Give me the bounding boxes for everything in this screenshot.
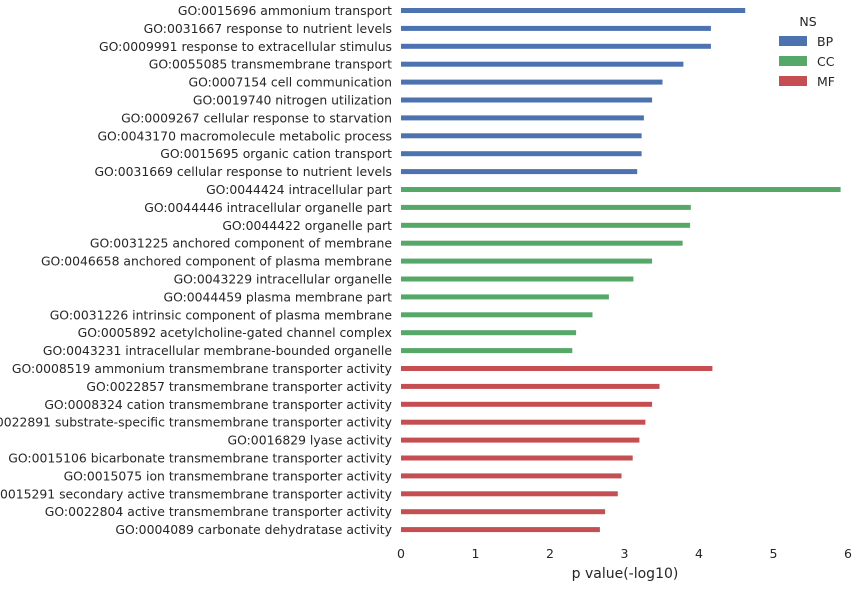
bar-bp — [401, 61, 684, 67]
category-label: GO:0004089 carbonate dehydratase activit… — [115, 522, 392, 537]
bar-cc — [401, 294, 609, 300]
x-axis-label: p value(-log10) — [572, 566, 679, 582]
category-label: GO:0031667 response to nutrient levels — [144, 21, 392, 36]
bar-mf — [401, 401, 653, 407]
bar-mf — [401, 473, 622, 479]
bar-mf — [401, 437, 640, 443]
bar-bp — [401, 151, 642, 157]
x-tick-label: 4 — [695, 546, 703, 561]
category-label: GO:0015696 ammonium transport — [178, 3, 392, 18]
category-label: GO:0008519 ammonium transmembrane transp… — [12, 361, 392, 376]
x-tick-label: 2 — [546, 546, 554, 561]
category-label: GO:0008324 cation transmembrane transpor… — [44, 397, 392, 412]
legend-swatch-cc — [779, 56, 807, 66]
bar-mf — [401, 527, 600, 533]
bar-bp — [401, 8, 746, 13]
category-label: GO:0031225 anchored component of membran… — [90, 236, 392, 251]
bar-bp — [401, 43, 711, 49]
category-label: GO:0015695 organic cation transport — [160, 146, 392, 161]
legend-label-cc: CC — [817, 54, 835, 69]
legend-label-bp: BP — [817, 34, 834, 49]
bar-cc — [401, 348, 573, 354]
bar-cc — [401, 222, 691, 228]
bar-bp — [401, 169, 638, 175]
x-tick-label: 3 — [621, 546, 629, 561]
bar-cc — [401, 312, 593, 318]
bar-bp — [401, 97, 653, 103]
legend-swatch-mf — [779, 76, 807, 86]
bar-bp — [401, 79, 663, 85]
category-label: GO:0044424 intracellular part — [206, 182, 392, 197]
category-label: GO:0031226 intrinsic component of plasma… — [50, 307, 392, 322]
x-tick-label: 0 — [397, 546, 405, 561]
category-label: GO:0043229 intracellular organelle — [174, 272, 392, 287]
category-label: GO:0015291 secondary active transmembran… — [0, 486, 392, 501]
bar-mf — [401, 509, 606, 515]
x-tick-label: 5 — [770, 546, 778, 561]
bar-bp — [401, 115, 644, 121]
bars-layer — [401, 8, 841, 533]
bar-cc — [401, 240, 683, 246]
bar-mf — [401, 383, 660, 389]
category-labels-layer: GO:0015696 ammonium transport GO:0031667 … — [0, 3, 392, 537]
bar-cc — [401, 204, 691, 210]
bar-mf — [401, 491, 618, 497]
category-label: GO:0016829 lyase activity — [228, 433, 393, 448]
category-label: GO:0044422 organelle part — [222, 218, 392, 233]
legend-title: NS — [799, 14, 816, 29]
category-label: GO:0015075 ion transmembrane transporter… — [64, 468, 392, 483]
category-label: GO:0007154 cell communication — [188, 75, 392, 90]
bar-mf — [401, 366, 713, 371]
category-label: GO:0005892 acetylcholine-gated channel c… — [78, 325, 392, 340]
bar-cc — [401, 258, 653, 264]
legend-label-mf: MF — [817, 74, 835, 89]
category-label: GO:0031669 cellular response to nutrient… — [94, 164, 392, 179]
category-label: GO:0015106 bicarbonate transmembrane tra… — [8, 451, 392, 466]
category-label: GO:0044446 intracellular organelle part — [144, 200, 392, 215]
category-label: GO:0022891 substrate-specific transmembr… — [0, 415, 392, 430]
x-tick-label: 1 — [472, 546, 480, 561]
x-axis: 0 1 2 3 4 5 6 — [397, 546, 852, 561]
category-label: GO:0009267 cellular response to starvati… — [121, 110, 392, 125]
bar-cc — [401, 276, 634, 282]
category-label: GO:0043231 intracellular membrane-bounde… — [43, 343, 392, 358]
bar-mf — [401, 419, 646, 425]
category-label: GO:0022804 active transmembrane transpor… — [45, 504, 392, 519]
category-label: GO:0009991 response to extracellular sti… — [99, 39, 392, 54]
x-tick-label: 6 — [844, 546, 852, 561]
category-label: GO:0055085 transmembrane transport — [149, 57, 392, 72]
bar-bp — [401, 25, 711, 31]
bar-cc — [401, 330, 577, 336]
legend-swatch-bp — [779, 36, 807, 46]
bar-cc — [401, 187, 841, 192]
category-label: GO:0046658 anchored component of plasma … — [41, 254, 392, 269]
category-label: GO:0019740 nitrogen utilization — [193, 93, 392, 108]
bar-bp — [401, 133, 642, 139]
bar-mf — [401, 455, 633, 461]
category-label: GO:0022857 transmembrane transporter act… — [86, 379, 392, 394]
category-label: GO:0044459 plasma membrane part — [163, 289, 392, 304]
category-label: GO:0043170 macromolecule metabolic proce… — [97, 128, 392, 143]
